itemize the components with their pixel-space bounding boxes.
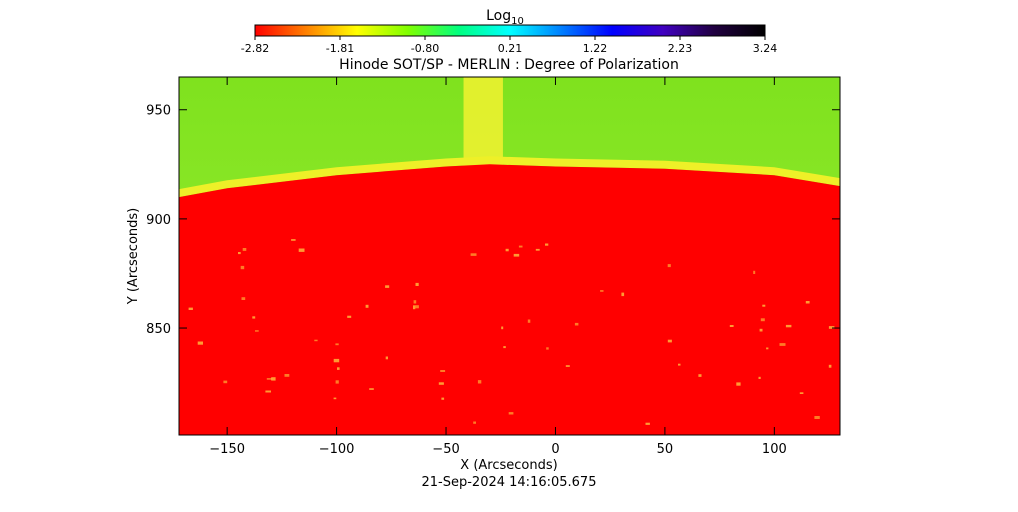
- x-axis-label: X (Arcseconds): [460, 458, 557, 473]
- disk-features: [188, 239, 835, 425]
- x-tick-label: −50: [432, 442, 459, 457]
- colorbar: [254, 24, 766, 37]
- x-tick-label: −100: [319, 442, 355, 457]
- colorbar-tick-label: 3.24: [753, 42, 778, 55]
- colorbar-ticks: -2.82 -1.81 -0.80 0.21 1.22 2.23 3.24: [241, 36, 777, 55]
- solar-disk-region: [179, 164, 840, 435]
- colorbar-tick-label: 2.23: [668, 42, 693, 55]
- y-tick-label: 850: [146, 322, 171, 337]
- timestamp: 21-Sep-2024 14:16:05.675: [422, 475, 597, 490]
- colorbar-tick-label: -2.82: [241, 42, 269, 55]
- colorbar-tick-label: -0.80: [411, 42, 439, 55]
- x-tick-label: 0: [551, 442, 559, 457]
- x-tick-label: −150: [209, 442, 245, 457]
- y-tick-label: 900: [146, 213, 171, 228]
- colorbar-label: Log10: [486, 8, 524, 27]
- plot-frame: [178, 76, 841, 436]
- y-tick-label: 950: [146, 104, 171, 119]
- x-tick-label: 50: [657, 442, 674, 457]
- y-axis-label: Y (Arcseconds): [126, 208, 141, 305]
- y-axis: 850 900 950: [146, 104, 840, 337]
- vertical-band: [463, 77, 503, 167]
- limb-edge-region: [179, 156, 840, 198]
- colorbar-tick-label: 1.22: [583, 42, 608, 55]
- chart-title: Hinode SOT/SP - MERLIN : Degree of Polar…: [339, 57, 679, 73]
- colorbar-tick-label: -1.81: [326, 42, 354, 55]
- colorbar-tick-label: 0.21: [498, 42, 523, 55]
- heatmap-image: [179, 77, 840, 435]
- x-tick-label: 100: [762, 442, 787, 457]
- x-axis: −150 −100 −50 0 50 100: [209, 77, 787, 457]
